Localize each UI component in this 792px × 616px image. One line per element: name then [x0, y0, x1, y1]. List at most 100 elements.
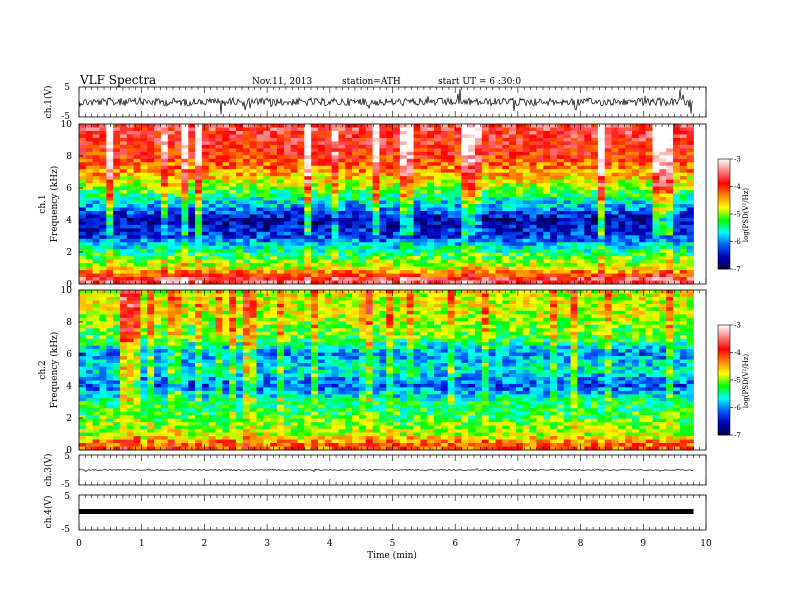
spectrogram-cell [127, 197, 134, 201]
spectrogram-cell [530, 187, 537, 191]
spectrogram-cell [216, 187, 223, 191]
spectrogram-cell [366, 221, 373, 225]
spectrogram-cell [311, 235, 318, 239]
spectrogram-cell [304, 169, 311, 173]
spectrogram-cell [147, 225, 154, 229]
spectrogram-cell [605, 225, 612, 229]
spectrogram-cell [373, 166, 380, 170]
spectrogram-cell [270, 187, 277, 191]
spectrogram-cell [414, 246, 421, 250]
spectrogram-cell [209, 173, 216, 177]
spectrogram-cell [441, 239, 448, 243]
spectrogram-cell [325, 225, 332, 229]
spectrogram-cell [393, 311, 400, 315]
spectrogram-cell [571, 197, 578, 201]
spectrogram-cell [591, 221, 598, 225]
spectrogram-cell [379, 311, 386, 315]
spectrogram-cell [523, 228, 530, 232]
spectrogram-cell [325, 194, 332, 198]
spectrogram-cell [161, 318, 168, 322]
spectrogram-cell [653, 197, 660, 201]
spectrogram-cell [625, 190, 632, 194]
spectrogram-cell [673, 225, 680, 229]
spectrogram-cell [639, 138, 646, 142]
spectrogram-cell [441, 176, 448, 180]
spectrogram-cell [202, 194, 209, 198]
spectrogram-cell [550, 194, 557, 198]
spectrogram-cell [605, 138, 612, 142]
spectrogram-cell [564, 311, 571, 315]
spectrogram-cell [495, 148, 502, 152]
spectrogram-cell [222, 169, 229, 173]
spectrogram-cell [216, 155, 223, 159]
spectrogram-cell [591, 169, 598, 173]
spectrogram-cell [366, 134, 373, 138]
spectrogram-cell [584, 228, 591, 232]
spectrogram-cell [106, 134, 113, 138]
spectrogram-cell [448, 197, 455, 201]
spectrogram-cell [523, 221, 530, 225]
spectrogram-cell [543, 239, 550, 243]
spectrogram-cell [536, 124, 543, 128]
spectrogram-cell [461, 311, 468, 315]
spectrogram-cell [202, 176, 209, 180]
spectrogram-cell [222, 173, 229, 177]
spectrogram-cell [140, 307, 147, 311]
spectrogram-cell [455, 211, 462, 215]
spectrogram-cell [222, 311, 229, 315]
spectrogram-cell [455, 249, 462, 253]
spectrogram-cell [509, 159, 516, 163]
spectrogram-cell [188, 293, 195, 297]
spectrogram-cell [618, 211, 625, 215]
spectrogram-cell [475, 221, 482, 225]
spectrogram-cell [304, 124, 311, 128]
spectrogram-cell [495, 176, 502, 180]
spectrogram-cell [263, 256, 270, 260]
spectrogram-cell [393, 218, 400, 222]
spectrogram-cell [516, 290, 523, 294]
spectrogram-cell [448, 138, 455, 142]
spectrogram-cell [461, 304, 468, 308]
spectrogram-cell [352, 194, 359, 198]
spectrogram-cell [86, 311, 93, 315]
spectrogram-cell [673, 260, 680, 264]
spectrogram-cell [502, 152, 509, 156]
spectrogram-cell [304, 187, 311, 191]
spectrogram-cell [188, 274, 195, 278]
spectrogram-cell [120, 256, 127, 260]
spectrogram-cell [250, 197, 257, 201]
spectrogram-cell [222, 274, 229, 278]
spectrogram-cell [79, 263, 86, 267]
spectrogram-cell [571, 159, 578, 163]
spectrogram-cell [516, 211, 523, 215]
spectrogram-cell [530, 263, 537, 267]
spectrogram-cell [113, 148, 120, 152]
spectrogram-cell [79, 134, 86, 138]
spectrogram-cell [366, 127, 373, 131]
spectrogram-cell [530, 277, 537, 281]
spectrogram-cell [202, 131, 209, 135]
spectrogram-cell [495, 141, 502, 145]
spectrogram-cell [646, 204, 653, 208]
spectrogram-cell [482, 290, 489, 294]
spectrogram-cell [181, 249, 188, 253]
spectrogram-cell [345, 263, 352, 267]
spectrogram-cell [209, 211, 216, 215]
spectrogram-cell [461, 138, 468, 142]
spectrogram-cell [420, 204, 427, 208]
spectrogram-cell [277, 176, 284, 180]
spectrogram-cell [263, 211, 270, 215]
spectrogram-cell [181, 131, 188, 135]
spectrogram-cell [680, 260, 687, 264]
spectrogram-cell [509, 232, 516, 236]
spectrogram-cell [338, 314, 345, 318]
spectrogram-cell [502, 311, 509, 315]
spectrogram-cell [284, 290, 291, 294]
spectrogram-cell [543, 183, 550, 187]
spectrogram-cell [79, 214, 86, 218]
spectrogram-cell [106, 249, 113, 253]
spectrogram-cell [584, 134, 591, 138]
spectrogram-cell [502, 214, 509, 218]
spectrogram-cell [134, 169, 141, 173]
spectrogram-cell [127, 138, 134, 142]
